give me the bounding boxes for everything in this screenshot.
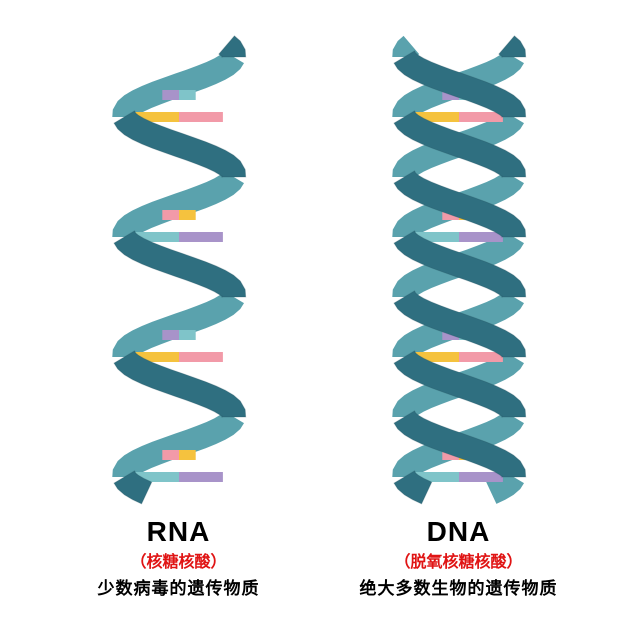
base-pair-left: [162, 450, 179, 460]
base-pair-right: [459, 472, 503, 482]
rna-subtitle: （核糖核酸）: [98, 548, 260, 572]
base-pair-left: [162, 210, 179, 220]
helix-strand-segment: [112, 171, 244, 237]
base-pair-right: [179, 352, 223, 362]
base-pair-right: [459, 352, 503, 362]
base-pair-right: [179, 232, 223, 242]
base-pair-right: [179, 330, 196, 340]
base-pair-left: [162, 90, 179, 100]
rna-helix: [59, 20, 299, 510]
base-pair-right: [179, 472, 223, 482]
base-pair-right: [179, 112, 223, 122]
rna-helix-svg: [79, 25, 279, 505]
base-pair-right: [179, 90, 196, 100]
base-pair-right: [459, 112, 503, 122]
dna-description: 绝大多数生物的遗传物质: [360, 574, 558, 599]
dna-subtitle: （脱氧核糖核酸）: [360, 548, 558, 572]
rna-title: RNA: [98, 516, 260, 548]
helix-strand-segment: [112, 291, 244, 357]
rna-caption: RNA （核糖核酸） 少数病毒的遗传物质: [98, 516, 260, 599]
base-pair-right: [179, 450, 196, 460]
rna-description: 少数病毒的遗传物质: [98, 574, 260, 599]
base-pair-right: [179, 210, 196, 220]
dna-caption: DNA （脱氧核糖核酸） 绝大多数生物的遗传物质: [360, 516, 558, 599]
dna-title: DNA: [360, 516, 558, 548]
dna-helix: [339, 20, 579, 510]
rna-column: RNA （核糖核酸） 少数病毒的遗传物质: [59, 20, 299, 599]
dna-helix-svg: [359, 25, 559, 505]
nucleic-acid-comparison: RNA （核糖核酸） 少数病毒的遗传物质 DNA （脱氧核糖核酸） 绝大多数生物…: [0, 0, 637, 640]
base-pair-right: [459, 232, 503, 242]
dna-column: DNA （脱氧核糖核酸） 绝大多数生物的遗传物质: [339, 20, 579, 599]
helix-strand-segment: [112, 411, 244, 477]
helix-strand-segment: [112, 51, 244, 117]
base-pair-left: [162, 330, 179, 340]
